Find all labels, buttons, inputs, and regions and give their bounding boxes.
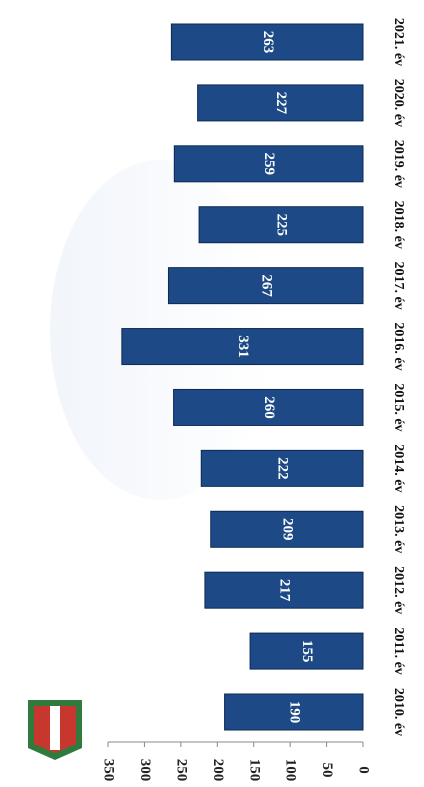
- value-label: 331: [235, 335, 251, 358]
- x-tick-label: 2013. év: [391, 505, 406, 553]
- logo: [28, 700, 82, 760]
- value-label: 209: [279, 518, 295, 541]
- value-label: 260: [261, 396, 277, 419]
- y-tick-label: 100: [283, 759, 299, 782]
- value-label: 263: [260, 31, 276, 54]
- bar: [249, 632, 364, 670]
- x-tick-label: 2014. év: [391, 444, 406, 492]
- y-tick-label: 50: [319, 763, 335, 778]
- value-label: 222: [275, 457, 291, 480]
- value-label: 190: [286, 701, 302, 724]
- bar: [121, 328, 364, 366]
- x-tick-label: 2021. év: [391, 18, 406, 66]
- x-tick-label: 2016. év: [391, 322, 406, 370]
- x-tick-label: 2015. év: [391, 383, 406, 431]
- value-label: 267: [258, 274, 274, 297]
- value-label: 259: [261, 153, 277, 176]
- value-label: 227: [273, 92, 289, 115]
- value-label: 217: [277, 579, 293, 602]
- x-tick-label: 2010. év: [391, 688, 406, 736]
- x-tick-label: 2011. év: [391, 627, 406, 674]
- y-tick-label: 0: [356, 766, 372, 774]
- bar: [204, 571, 364, 609]
- y-tick-label: 350: [101, 759, 117, 782]
- y-tick-label: 300: [137, 759, 153, 782]
- x-tick-label: 2019. év: [391, 140, 406, 188]
- x-tick-label: 2017. év: [391, 262, 406, 310]
- x-tick-label: 2012. év: [391, 566, 406, 614]
- bar: [224, 693, 364, 731]
- bar: [200, 449, 364, 487]
- bar: [198, 206, 364, 244]
- bar: [170, 23, 364, 61]
- bar: [167, 267, 364, 305]
- y-tick-label: 200: [210, 759, 226, 782]
- value-label: 155: [299, 640, 315, 663]
- x-tick-label: 2020. év: [391, 79, 406, 127]
- bar: [210, 510, 364, 548]
- value-label: 225: [274, 213, 290, 236]
- bar: [173, 388, 364, 426]
- bar: [173, 145, 364, 183]
- y-tick-label: 150: [246, 759, 262, 782]
- y-tick-label: 250: [173, 759, 189, 782]
- bar: [197, 84, 364, 122]
- x-tick-label: 2018. év: [391, 201, 406, 249]
